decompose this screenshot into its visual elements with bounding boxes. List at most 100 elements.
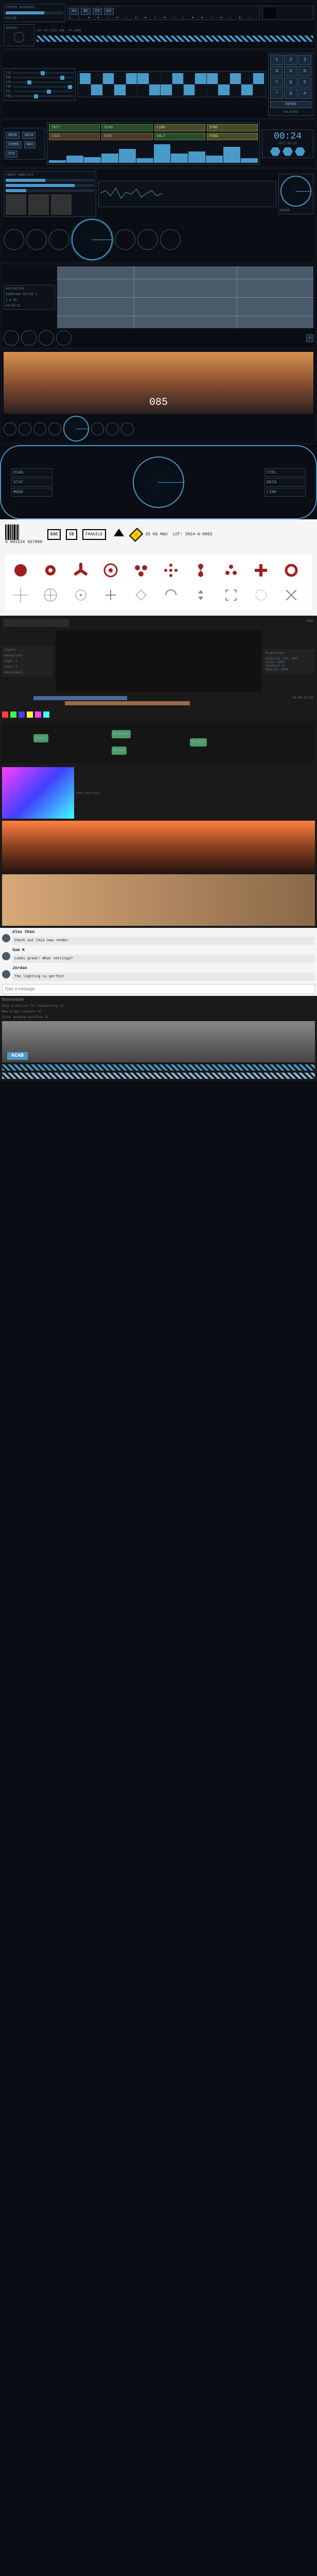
waveform-icon xyxy=(100,183,274,204)
tab-btn[interactable]: MAIN xyxy=(6,132,20,139)
avatar[interactable] xyxy=(2,934,10,942)
keypad-key[interactable]: 7 xyxy=(270,77,283,88)
thumbnail[interactable] xyxy=(6,194,26,215)
keypad-key[interactable]: # xyxy=(298,89,311,99)
mini-gauge xyxy=(91,422,104,435)
action-btn[interactable]: HALT xyxy=(154,133,205,140)
node[interactable]: Process xyxy=(112,730,131,738)
keypad-key[interactable]: 0 xyxy=(284,89,297,99)
pen-tool[interactable] xyxy=(20,619,27,626)
keyboard-icon[interactable]: ⌨ xyxy=(306,334,313,342)
stripe-bar-2 xyxy=(2,1073,315,1079)
dial[interactable] xyxy=(39,330,54,346)
dial[interactable] xyxy=(56,330,72,346)
color-swatch[interactable] xyxy=(35,711,41,718)
keypad-key[interactable]: 4 xyxy=(270,66,283,76)
keypad-key[interactable]: 5 xyxy=(284,66,297,76)
dial[interactable] xyxy=(21,330,37,346)
color-swatch[interactable] xyxy=(2,711,8,718)
gallery-image-portrait[interactable] xyxy=(2,874,315,926)
enter-button[interactable]: ENTER xyxy=(270,101,311,108)
select-tool[interactable] xyxy=(4,619,11,626)
node[interactable]: Blend xyxy=(112,747,127,755)
node[interactable]: Input xyxy=(33,734,48,742)
action-btn[interactable]: SYNC xyxy=(207,124,258,131)
layer-item[interactable]: Layer 1 xyxy=(4,659,51,663)
radar-display xyxy=(280,176,311,207)
barcode-panel xyxy=(262,6,313,20)
chat-message: Sam K Looks great! What settings? xyxy=(2,948,315,964)
layer-item[interactable]: Background xyxy=(4,654,51,657)
pod-right-panel[interactable]: DATA xyxy=(265,478,306,487)
color-swatch[interactable] xyxy=(43,711,49,718)
action-btn[interactable]: EXEC xyxy=(101,133,152,140)
keypad-key[interactable]: 9 xyxy=(298,77,311,88)
keypad-key[interactable]: 3 xyxy=(298,55,311,65)
avatar[interactable] xyxy=(2,970,10,978)
code-btn[interactable]: D4 xyxy=(104,8,113,15)
code-btn[interactable]: A1 xyxy=(69,8,79,15)
mini-gauge xyxy=(48,422,61,435)
timeline[interactable]: 00:00:12:08 xyxy=(2,694,315,709)
level-slider[interactable]: PWR xyxy=(6,76,74,79)
thread-row[interactable]: Best practices for compositing 23 xyxy=(2,1004,315,1008)
action-btn[interactable]: SCAN xyxy=(101,124,152,131)
action-btn[interactable]: PING xyxy=(207,133,258,140)
pod-right-panel[interactable]: CTRL xyxy=(265,468,306,477)
pod-left-panel[interactable]: STAT xyxy=(11,478,52,487)
avatar[interactable] xyxy=(2,952,10,960)
color-swatch[interactable] xyxy=(10,711,16,718)
level-slider[interactable]: VOL xyxy=(6,90,74,93)
node-canvas[interactable]: Input Process Blend Output xyxy=(2,722,315,763)
thread-row[interactable]: Color grading workflow 12 xyxy=(2,1015,315,1019)
level-slider[interactable]: SIG xyxy=(6,80,74,84)
keypad-key[interactable]: 1 xyxy=(270,55,283,65)
text-tool[interactable] xyxy=(37,619,44,626)
dial[interactable] xyxy=(4,330,19,346)
photo-section: 085 xyxy=(1,349,316,444)
color-swatch[interactable] xyxy=(27,711,33,718)
code-btn[interactable]: C3 xyxy=(93,8,102,15)
chat-input[interactable] xyxy=(2,984,315,994)
pod-left-panel[interactable]: MODE xyxy=(11,488,52,497)
pod-left-panel[interactable]: DIAG xyxy=(11,468,52,477)
tab-btn[interactable]: COMMS xyxy=(6,141,22,148)
tab-btn[interactable]: SYS xyxy=(6,150,17,158)
action-btn[interactable]: LINK xyxy=(154,124,205,131)
weight-label: 25 KG MAX xyxy=(145,532,167,537)
gallery-image[interactable] xyxy=(2,767,74,819)
thumbnail[interactable] xyxy=(51,194,72,215)
action-btn[interactable]: INIT xyxy=(49,124,100,131)
tab-btn[interactable]: NAV xyxy=(24,141,36,148)
zoom-tool[interactable] xyxy=(61,619,68,626)
thread-row[interactable]: New plugin release 45 xyxy=(2,1010,315,1013)
thumbnail[interactable] xyxy=(28,194,49,215)
pod-right-panel[interactable]: LINK xyxy=(265,488,306,497)
action-btn[interactable]: LOCK xyxy=(49,133,100,140)
layer-item[interactable]: Layer 2 xyxy=(4,665,51,669)
map-display[interactable] xyxy=(57,266,313,328)
color-swatch[interactable] xyxy=(19,711,25,718)
canvas-area[interactable] xyxy=(56,630,261,692)
tab-btn[interactable]: DATA xyxy=(22,132,36,139)
code-btn[interactable]: B2 xyxy=(81,8,90,15)
keypad-key[interactable]: 2 xyxy=(284,55,297,65)
search-panel[interactable]: SEARCH xyxy=(4,24,34,46)
timecode: 00:00:12:08 xyxy=(292,696,313,700)
crop-tool[interactable] xyxy=(53,619,60,626)
nav-tabs: MAIN DATA COMMS NAV SYS xyxy=(4,128,45,160)
radar-panel: RADAR xyxy=(278,174,313,214)
layer-item[interactable]: Adjustment xyxy=(4,671,51,674)
shape-tool[interactable] xyxy=(45,619,52,626)
brush-tool[interactable] xyxy=(28,619,36,626)
keypad-key[interactable]: 8 xyxy=(284,77,297,88)
level-slider[interactable]: FRQ xyxy=(6,94,74,98)
keypad-key[interactable]: 6 xyxy=(298,66,311,76)
node[interactable]: Output xyxy=(190,738,207,747)
level-slider[interactable]: LVL xyxy=(6,71,74,75)
level-slider[interactable]: TMP xyxy=(6,85,74,89)
move-tool[interactable] xyxy=(12,619,19,626)
keypad-key[interactable]: * xyxy=(270,89,283,99)
road-photo: 085 xyxy=(4,352,313,414)
gallery-image-road[interactable] xyxy=(2,821,315,872)
